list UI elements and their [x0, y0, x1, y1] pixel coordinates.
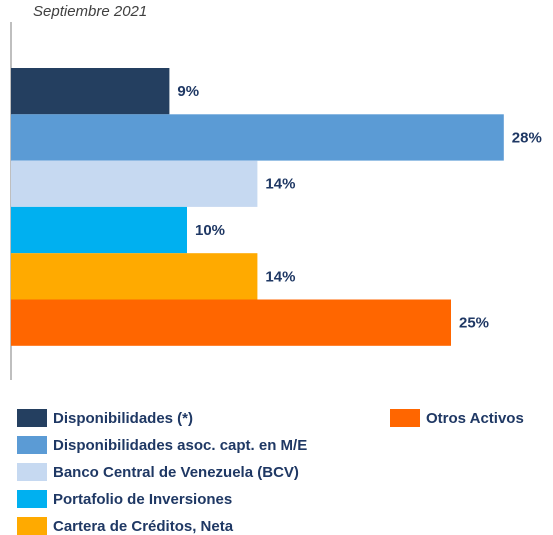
data-label: 28% — [512, 129, 542, 146]
chart-subtitle: Septiembre 2021 — [33, 3, 147, 20]
legend-swatch — [17, 436, 47, 454]
legend-swatch — [17, 490, 47, 508]
bar — [11, 114, 504, 161]
legend-swatch — [17, 463, 47, 481]
legend-label: Disponibilidades asoc. capt. en M/E — [53, 437, 307, 454]
data-label: 10% — [195, 222, 225, 239]
bar — [11, 206, 187, 254]
legend-swatch — [17, 409, 47, 427]
bar — [11, 160, 258, 207]
legend-label: Banco Central de Venezuela (BCV) — [53, 464, 299, 481]
legend-swatch — [17, 517, 47, 535]
data-label: 14% — [265, 176, 295, 193]
bar — [11, 253, 258, 300]
data-label: 9% — [177, 83, 199, 100]
data-label: 25% — [459, 315, 489, 332]
legend-label: Cartera de Créditos, Neta — [53, 518, 234, 535]
legend-label: Otros Activos — [426, 410, 524, 427]
legend-label: Portafolio de Inversiones — [53, 491, 232, 508]
bar — [11, 299, 451, 346]
legend-label: Disponibilidades (*) — [53, 410, 193, 427]
data-label: 14% — [265, 268, 295, 285]
legend-swatch — [390, 409, 420, 427]
bar — [11, 68, 170, 115]
